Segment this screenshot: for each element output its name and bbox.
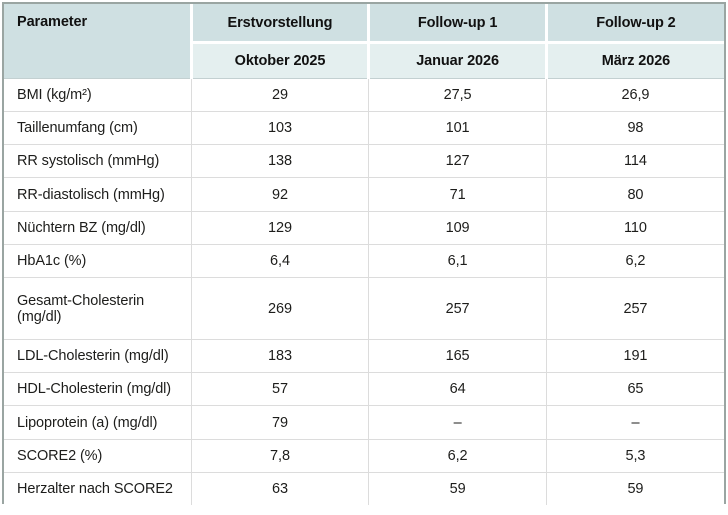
table-row-lipoprotein-a: Lipoprotein (a) (mg/dl) 79 – – [4,405,724,440]
value-cell: 257 [545,277,724,340]
table-row-rr-diastolisch: RR-diastolisch (mmHg) 92 71 80 [4,177,724,212]
value-cell: 6,2 [368,438,547,473]
value-cell: 79 [190,405,369,440]
table-row-hba1c: HbA1c (%) 6,4 6,1 6,2 [4,244,724,278]
value-cell: – [545,405,724,440]
value-cell: 183 [190,338,369,373]
row-label: Lipoprotein (a) (mg/dl) [4,405,192,440]
row-label: Taillenumfang (cm) [4,110,192,145]
value-cell: 5,3 [545,438,724,473]
value-cell: 114 [545,144,724,178]
date-header-followup-1: Januar 2026 [367,42,547,79]
row-label: Nüchtern BZ (mg/dl) [4,210,192,245]
table-row-bmi: BMI (kg/m²) 29 27,5 26,9 [4,78,724,112]
value-cell: 6,4 [190,244,369,278]
value-cell: 26,9 [545,78,724,112]
value-cell: 109 [368,210,547,245]
value-cell: 165 [368,338,547,373]
table-row-nuechtern-bz: Nüchtern BZ (mg/dl) 129 109 110 [4,210,724,245]
table-row-rr-systolisch: RR systolisch (mmHg) 138 127 114 [4,144,724,178]
value-cell: 101 [368,110,547,145]
row-label: Gesamt-Cholesterin (mg/dl) [4,277,192,340]
header-row-dates: Oktober 2025 Januar 2026 März 2026 [4,42,724,79]
value-cell: 98 [545,110,724,145]
parameters-table: Parameter Erstvorstellung Follow-up 1 Fo… [4,4,724,505]
value-cell: 57 [190,372,369,406]
row-label: SCORE2 (%) [4,438,192,473]
value-cell: 27,5 [368,78,547,112]
table-row-herzalter: Herzalter nach SCORE2 63 59 59 [4,472,724,505]
row-label: RR systolisch (mmHg) [4,144,192,178]
table-row-taillenumfang: Taillenumfang (cm) 103 101 98 [4,110,724,145]
table-row-score2: SCORE2 (%) 7,8 6,2 5,3 [4,438,724,473]
row-label: BMI (kg/m²) [4,78,192,112]
value-cell: 269 [190,277,369,340]
row-label: Herzalter nach SCORE2 [4,472,192,505]
value-cell: 65 [545,372,724,406]
date-header-followup-2: März 2026 [544,42,724,79]
value-cell: 6,1 [368,244,547,278]
header-row-titles: Parameter Erstvorstellung Follow-up 1 Fo… [4,4,724,79]
value-cell: 129 [190,210,369,245]
value-cell: 63 [190,472,369,505]
value-cell: 7,8 [190,438,369,473]
value-cell: 59 [368,472,547,505]
value-cell: 127 [368,144,547,178]
value-cell: 191 [545,338,724,373]
value-cell: 59 [545,472,724,505]
row-label: LDL-Cholesterin (mg/dl) [4,338,192,373]
row-label: HDL-Cholesterin (mg/dl) [4,372,192,406]
value-cell: 29 [190,78,369,112]
value-cell: 6,2 [545,244,724,278]
value-cell: 71 [368,177,547,212]
value-cell: 103 [190,110,369,145]
value-cell: 110 [545,210,724,245]
table-row-gesamt-cholesterin: Gesamt-Cholesterin (mg/dl) 269 257 257 [4,277,724,340]
parameter-column-header: Parameter [4,4,192,79]
value-cell: 138 [190,144,369,178]
table-row-hdl-cholesterin: HDL-Cholesterin (mg/dl) 57 64 65 [4,372,724,406]
column-header-erstvorstellung: Erstvorstellung [189,4,369,45]
row-label: RR-diastolisch (mmHg) [4,177,192,212]
clinical-parameters-table: Parameter Erstvorstellung Follow-up 1 Fo… [2,2,726,505]
value-cell: 80 [545,177,724,212]
table-row-ldl-cholesterin: LDL-Cholesterin (mg/dl) 183 165 191 [4,338,724,373]
row-label: HbA1c (%) [4,244,192,278]
value-cell: – [368,405,547,440]
value-cell: 257 [368,277,547,340]
value-cell: 92 [190,177,369,212]
date-header-erstvorstellung: Oktober 2025 [189,42,369,79]
value-cell: 64 [368,372,547,406]
column-header-followup-2: Follow-up 2 [544,4,724,45]
column-header-followup-1: Follow-up 1 [367,4,547,45]
